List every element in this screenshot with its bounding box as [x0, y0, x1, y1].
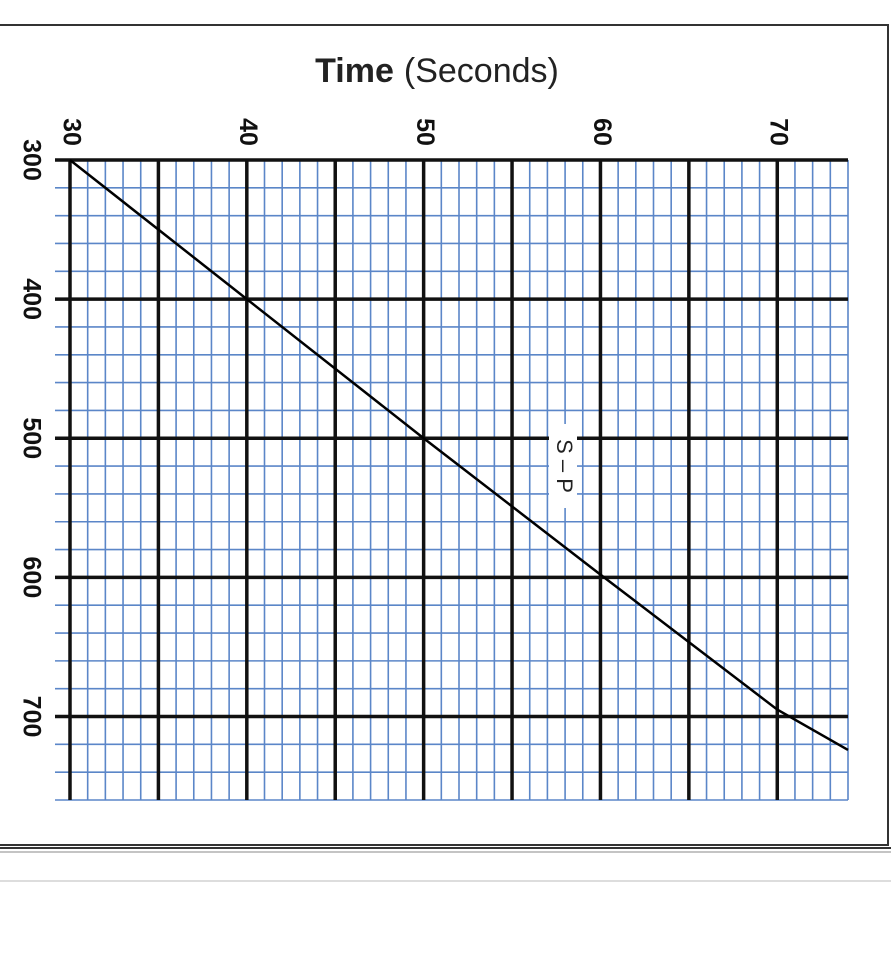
y-tick-label: 300 [17, 139, 45, 181]
x-tick-label: 70 [765, 118, 793, 146]
data-line [69, 159, 849, 751]
y-tick-label: 500 [17, 417, 45, 459]
annotation: S – P [552, 439, 577, 493]
y-tick-label: 400 [17, 278, 45, 320]
annotation-background [549, 424, 577, 508]
x-axis-label-main: Time [315, 52, 394, 90]
frame [0, 24, 889, 846]
x-tick-label: 60 [588, 118, 616, 146]
x-tick-label: 50 [411, 118, 439, 146]
x-axis-label: Time (Seconds) [315, 52, 559, 90]
x-axis-label-unit: (Seconds) [404, 52, 559, 90]
x-tick-label: 40 [234, 118, 262, 146]
y-tick-label: 600 [17, 557, 45, 599]
plot-area: 30 40 50 60 70 300 400 500 600 700 S – P [17, 118, 849, 801]
x-tick-label: 30 [57, 118, 85, 146]
y-tick-label: 700 [17, 696, 45, 738]
